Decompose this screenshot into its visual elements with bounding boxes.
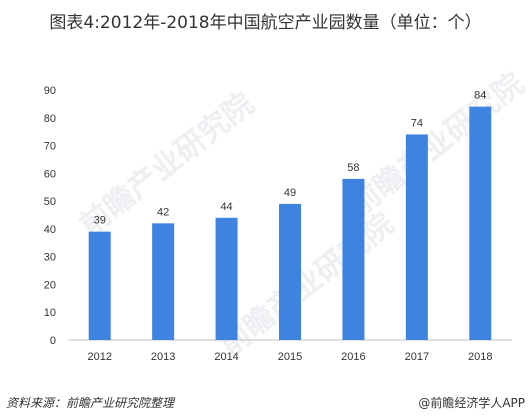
y-tick-label: 40 — [44, 224, 56, 236]
y-tick-label: 60 — [44, 168, 56, 180]
brand-credit: @前瞻经济学人APP — [418, 396, 525, 410]
data-label: 39 — [94, 215, 106, 227]
data-label: 44 — [220, 201, 232, 213]
x-tick-label: 2012 — [87, 351, 111, 363]
bar — [215, 217, 238, 340]
data-label: 84 — [474, 90, 486, 102]
y-tick-label: 20 — [44, 279, 56, 291]
bar — [279, 203, 301, 340]
y-tick-label: 0 — [50, 335, 56, 347]
y-tick-label: 30 — [44, 252, 56, 264]
source-note: 资料来源：前瞻产业研究院整理 — [6, 396, 175, 410]
y-tick-label: 10 — [44, 307, 56, 319]
x-tick-label: 2013 — [151, 351, 175, 363]
chart-title: 图表4:2012年-2018年中国航空产业园数量（单位：个） — [49, 13, 482, 33]
bar — [342, 178, 365, 340]
x-tick-label: 2016 — [341, 351, 365, 363]
x-tick-label: 2018 — [468, 351, 492, 363]
x-tick-label: 2014 — [214, 351, 238, 363]
y-tick-label: 50 — [44, 196, 56, 208]
y-tick-label: 80 — [44, 113, 56, 125]
data-label: 58 — [347, 162, 359, 174]
data-label: 49 — [284, 187, 296, 199]
y-tick-label: 90 — [44, 85, 56, 97]
bar — [152, 223, 175, 340]
bar — [469, 106, 492, 341]
bar — [405, 134, 428, 340]
x-tick-label: 2017 — [405, 351, 429, 363]
data-label: 74 — [411, 117, 423, 129]
bar — [88, 231, 111, 340]
x-tick-label: 2015 — [278, 351, 302, 363]
data-label: 42 — [157, 206, 169, 218]
y-tick-label: 70 — [44, 141, 56, 153]
